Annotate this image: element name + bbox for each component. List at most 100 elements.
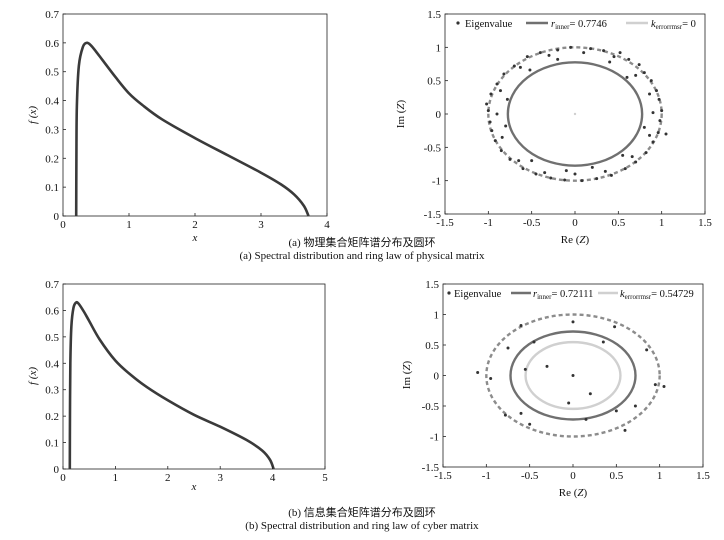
eigenvalue-point	[517, 159, 521, 163]
legend-eigenvalue-label: Eigenvalue	[454, 289, 502, 300]
error-ring	[524, 340, 622, 411]
eigenvalue-point	[512, 64, 516, 68]
legend-error-label: kerrorrmsr= 0	[651, 19, 696, 31]
density-curve	[68, 300, 275, 470]
eigenvalue-point	[634, 160, 638, 164]
eigenvalue-point	[498, 89, 502, 93]
caption-a-english: (a) Spectral distribution and ring law o…	[239, 250, 485, 262]
eigenvalue-point	[645, 348, 649, 352]
eigenvalue-point	[547, 53, 551, 57]
x-tick-label: 0.5	[611, 217, 625, 229]
eigenvalue-point	[476, 370, 480, 374]
x-axis-label: x	[191, 481, 197, 493]
eigenvalue-point	[493, 139, 497, 143]
y-tick-label: 1	[436, 42, 442, 54]
x-tick-label: 0	[572, 217, 578, 229]
eigenvalue-point	[489, 92, 493, 96]
eigenvalue-point	[662, 384, 666, 388]
eigenvalue-point	[556, 57, 560, 61]
y-tick-label: 0.6	[45, 38, 59, 50]
eigenvalue-point	[504, 124, 508, 128]
eigenvalue-point	[485, 102, 489, 106]
y-tick-label: 0.5	[45, 67, 59, 79]
eigenvalue-point	[633, 404, 637, 408]
y-tick-label: 0.4	[45, 358, 59, 370]
eigenvalue-point	[601, 340, 605, 344]
eigenvalue-point	[589, 47, 593, 51]
inner-ring	[509, 330, 637, 421]
y-tick-label: 1.5	[427, 9, 441, 21]
y-axis-label: f (x)	[27, 367, 39, 385]
eigenvalue-point	[567, 401, 571, 405]
eigenvalue-point	[495, 82, 499, 86]
y-tick-label: -1.5	[424, 209, 442, 221]
eigenvalue-point	[571, 320, 575, 324]
eigenvalue-point	[518, 65, 522, 69]
ring-law-chart-physical: -1.5 -1 -0.5 0 0.5 1 1.5 -1.5 -1 -0.5 0 0.5 1 1.5 Re …	[395, 9, 712, 246]
eigenvalue-point	[519, 411, 523, 415]
y-tick-label: 0.7	[45, 279, 59, 291]
eigenvalue-point	[623, 428, 627, 432]
eigenvalue-point	[556, 48, 560, 52]
eigenvalue-point	[612, 55, 616, 59]
eigenvalue-point	[634, 73, 638, 77]
y-tick-label: 0.4	[45, 96, 59, 108]
legend-inner-label: rinner= 0.7746	[551, 19, 607, 31]
eigenvalue-point	[603, 169, 607, 173]
eigenvalue-point	[653, 383, 657, 387]
eigenvalue-point	[657, 97, 661, 101]
eigenvalue-point	[649, 79, 653, 83]
eigenvalue-point	[648, 92, 652, 96]
legend: Eigenvalue rinner= 0.72111 kerrorrmsr= 0…	[447, 289, 694, 301]
error-ring	[573, 112, 577, 116]
eigenvalue-point	[525, 55, 529, 59]
eigenvalue-point	[523, 367, 527, 371]
y-tick-label: 0.7	[45, 9, 59, 21]
y-tick-label: 0	[436, 109, 442, 121]
eigenvalue-point	[534, 172, 538, 176]
eigenvalue-point	[530, 159, 534, 163]
eigenvalue-point	[651, 140, 655, 144]
y-tick-label: -1.5	[422, 462, 440, 474]
eigenvalue-point	[490, 129, 494, 133]
x-tick-label: 5	[322, 472, 328, 484]
spectral-density-chart-physical: 0 1 2 3 4 0 0.1 0.2 0.3 0.4 0.5 0.6 0.7 x f (x)	[27, 9, 330, 244]
eigenvalue-point	[528, 422, 532, 426]
eigenvalue-point	[495, 112, 499, 116]
eigenvalue-point	[488, 120, 492, 124]
eigenvalue-point	[580, 179, 584, 183]
x-tick-label: 3	[217, 472, 223, 484]
y-tick-label: -1	[430, 432, 439, 444]
eigenvalue-point	[500, 135, 504, 139]
eigenvalue-point	[614, 409, 618, 413]
eigenvalue-point	[627, 57, 631, 61]
eigenvalue-point	[608, 60, 612, 64]
eigenvalue-point	[618, 51, 622, 55]
legend: Eigenvalue rinner= 0.7746 kerrorrmsr= 0	[456, 19, 696, 31]
legend-eigenvalue-label: Eigenvalue	[465, 19, 513, 30]
x-tick-label: 1	[659, 217, 665, 229]
y-axis-label: Im (Z)	[401, 360, 413, 389]
y-tick-label: -0.5	[422, 401, 440, 413]
eigenvalue-point	[609, 173, 613, 177]
eigenvalue-point	[658, 119, 662, 123]
y-tick-label: 0.3	[45, 124, 59, 136]
y-axis-label: f (x)	[27, 106, 39, 124]
y-tick-label: 0.5	[45, 332, 59, 344]
eigenvalue-point	[625, 75, 629, 79]
x-tick-label: 1	[657, 470, 663, 482]
eigenvalue-point	[651, 111, 655, 115]
eigenvalue-point	[623, 167, 627, 171]
eigenvalue-point	[621, 153, 625, 157]
eigenvalue-point	[654, 89, 658, 93]
x-tick-label: 4	[270, 472, 276, 484]
y-tick-label: -0.5	[424, 142, 442, 154]
x-axis-label: x	[192, 232, 198, 244]
ring-law-chart-cyber: -1.5 -1 -0.5 0 0.5 1 1.5 -1.5 -1 -0.5 0 0.5 1 1.5 Re …	[401, 279, 710, 499]
eigenvalue-point	[564, 169, 568, 173]
y-tick-label: 0.5	[427, 76, 441, 88]
eigenvalue-point	[538, 51, 542, 55]
x-tick-label: 0	[60, 472, 66, 484]
eigenvalue-point	[602, 49, 606, 53]
